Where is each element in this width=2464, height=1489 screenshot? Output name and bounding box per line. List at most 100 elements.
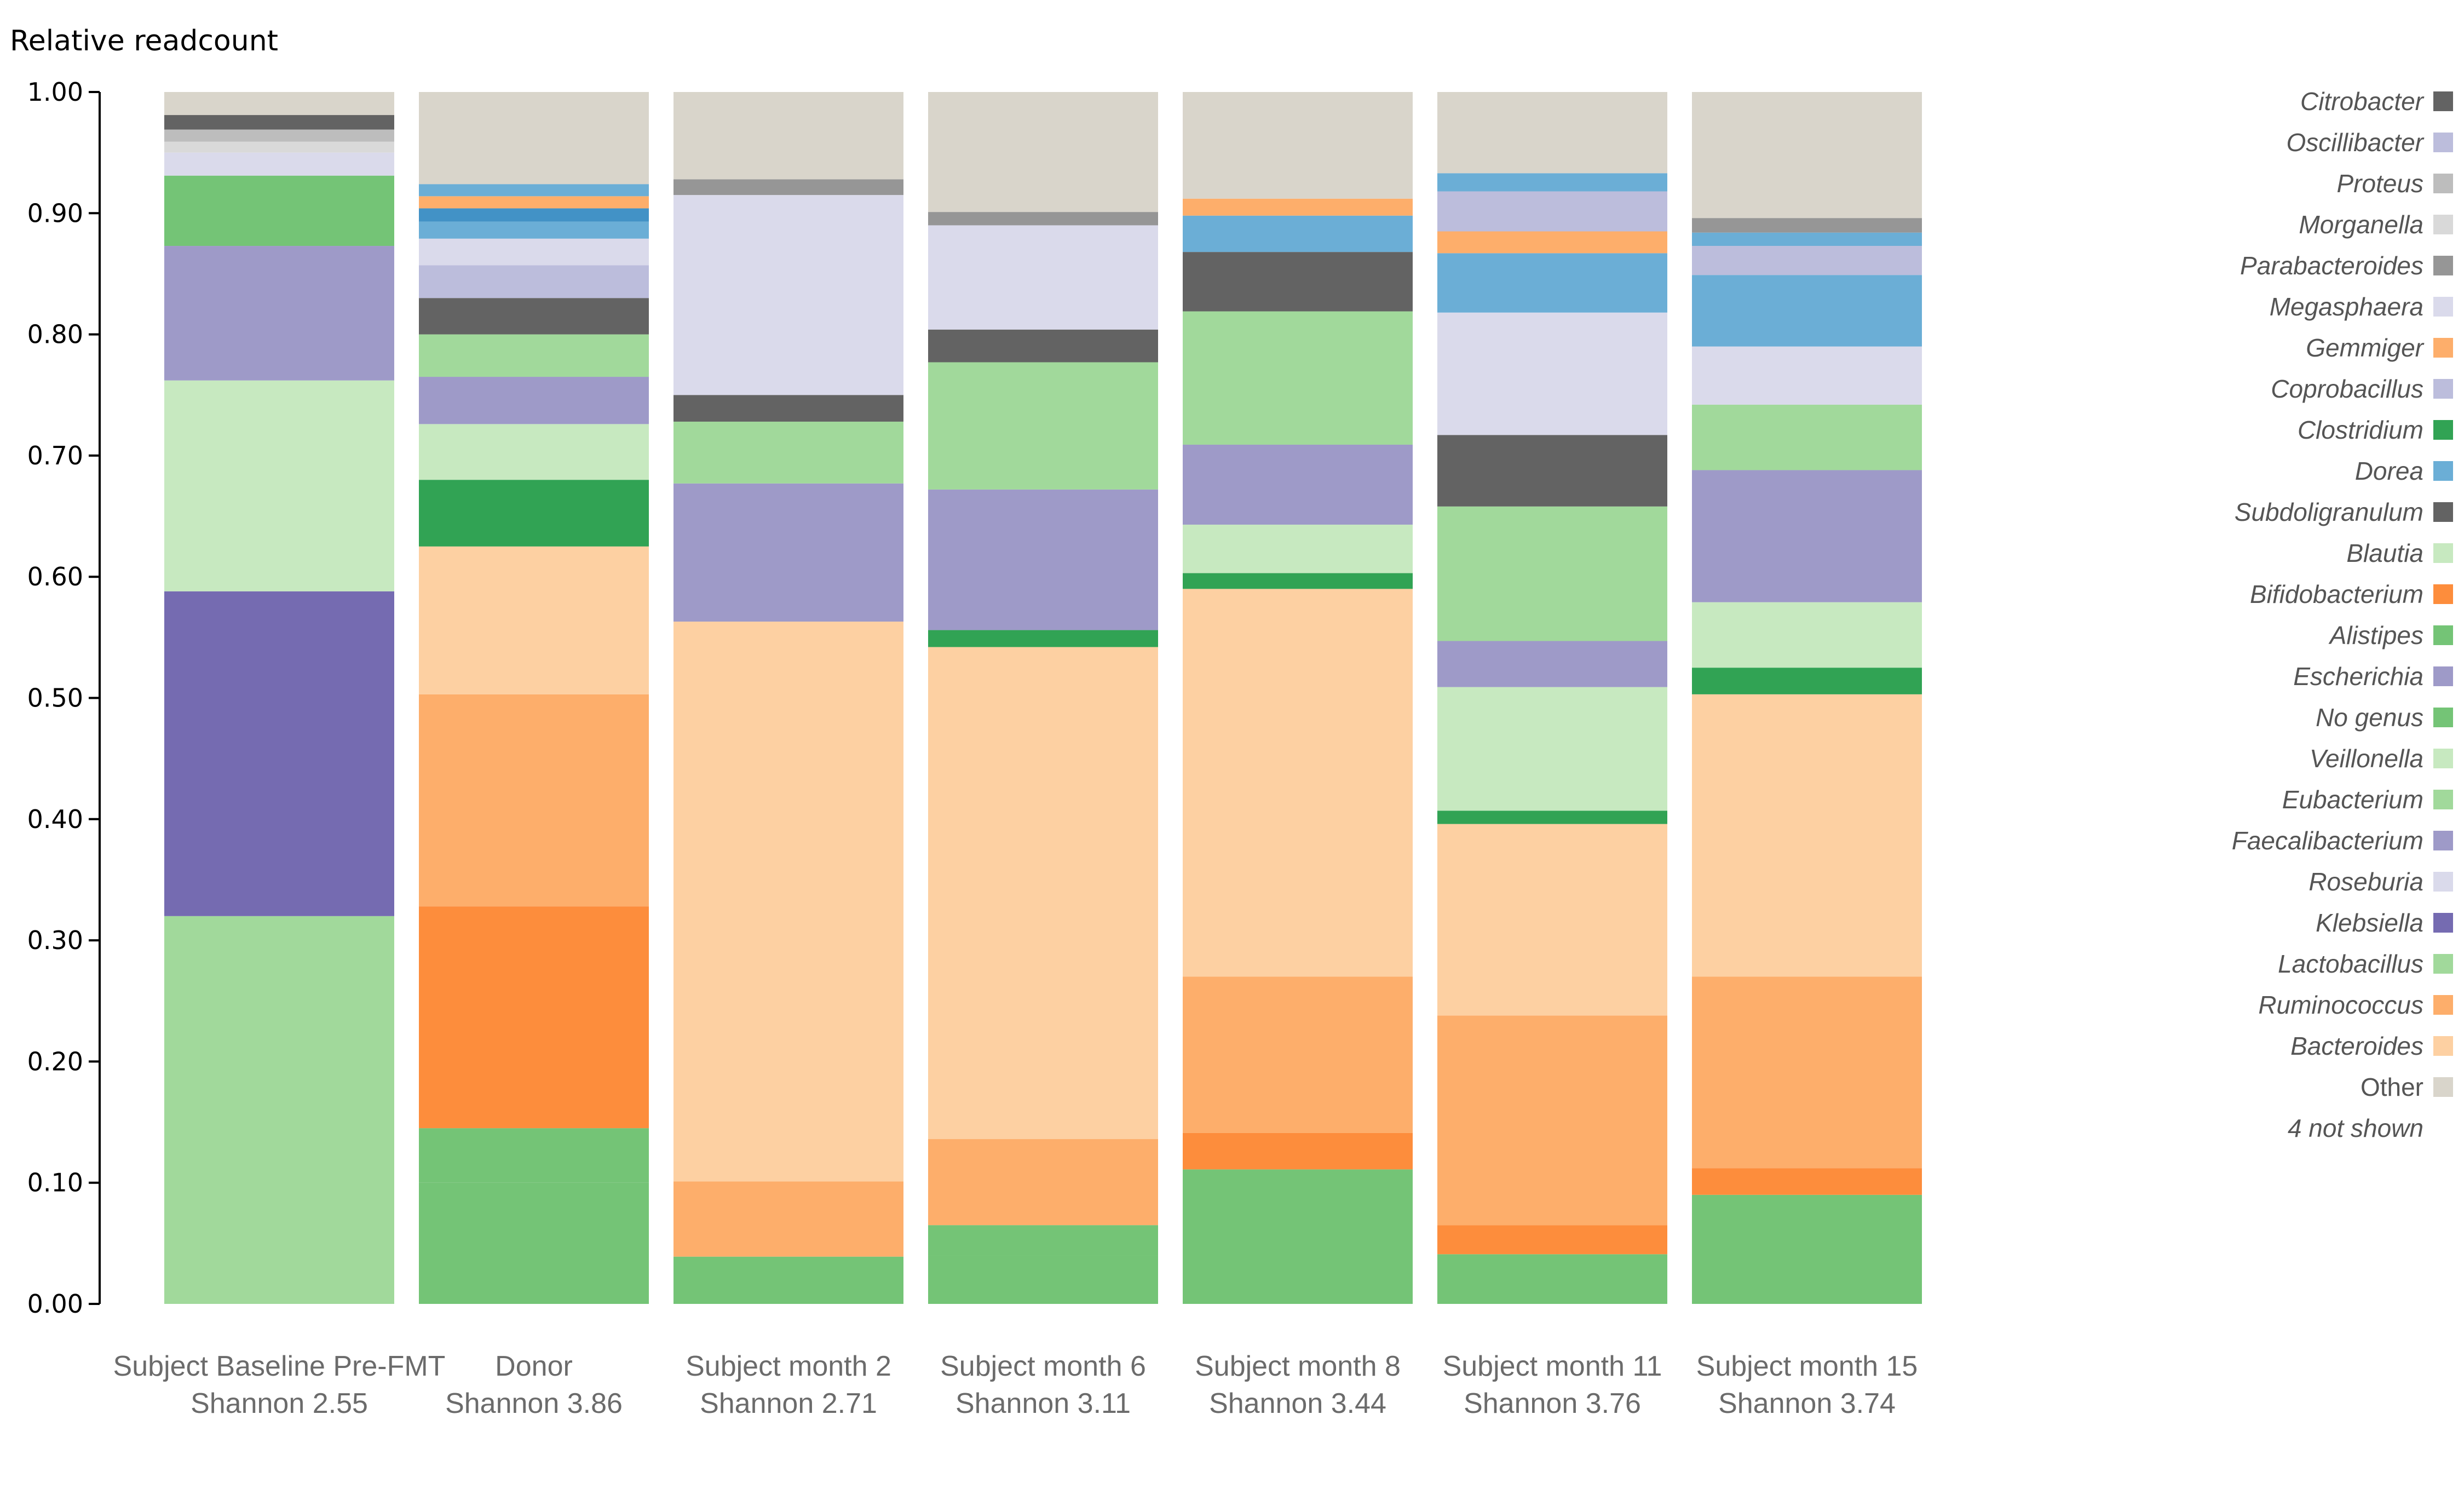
bar-segment [673,1181,903,1257]
legend-swatch [2433,625,2453,645]
bar-segment [1437,687,1667,811]
legend-swatch [2433,174,2453,193]
bar-segment [419,424,649,480]
legend-label: Eubacterium [2282,785,2423,814]
legend-swatch [2433,1077,2453,1097]
y-tick-label: 0.70 [27,441,83,470]
bar-segment [1437,1015,1667,1226]
legend-item: Lactobacillus [2278,950,2453,978]
legend-label: Oscillibacter [2286,128,2424,157]
legend-swatch [2433,790,2453,809]
legend-swatch [2433,379,2453,399]
legend-swatch [2433,872,2453,892]
x-category-label: Subject month 8 [1195,1350,1401,1382]
bar-segment [1183,1132,1413,1170]
legend-swatch [2433,831,2453,850]
legend-swatch [2433,543,2453,563]
legend-item: Bifidobacterium [2250,580,2453,608]
bar-segment [1183,589,1413,977]
y-tick-label: 1.00 [27,77,83,107]
legend-label: Clostridium [2298,416,2423,444]
bar-segment [1183,444,1413,525]
legend-label: Coprobacillus [2271,375,2423,403]
bar-segment [1437,1254,1667,1304]
bar-segment [1183,1169,1413,1304]
bar-segment [928,1139,1158,1226]
legend-swatch [2433,502,2453,522]
bar-segment [419,265,649,298]
legend-item: No genus [2316,703,2453,732]
bar-stack [164,92,394,1304]
legend-item: Parabacteroides [2240,251,2453,280]
bar-segment [928,225,1158,330]
bar-segment [419,546,649,694]
bar-segment [1692,232,1922,246]
bar-segment [673,179,903,196]
legend-swatch [2433,297,2453,317]
bar-segment [928,329,1158,363]
bar-segment [419,906,649,1129]
bar-segment [164,141,394,153]
bar-segment [164,175,394,246]
bar-segment [1183,976,1413,1133]
x-category-label: Subject month 11 [1443,1350,1662,1382]
bar-segment [1692,218,1922,233]
bar-segment [1437,92,1667,174]
legend-swatch [2433,913,2453,933]
bar-segment [164,152,394,176]
bar-segment [1692,92,1922,219]
legend-label: Citrobacter [2300,87,2425,116]
legend-label: Bacteroides [2290,1032,2423,1060]
legend-swatch [2433,91,2453,111]
x-shannon-label: Shannon 2.71 [700,1388,877,1419]
bar-stack [1437,92,1667,1304]
legend-swatch [2433,708,2453,727]
legend-swatch [2433,1036,2453,1056]
bar-segment [1437,312,1667,435]
x-axis-labels: Subject Baseline Pre-FMT Shannon 2.55 Dono… [113,1350,1918,1419]
bar-segment [928,212,1158,226]
y-tick-label: 0.30 [27,925,83,955]
bar-segment [1437,506,1667,641]
bar-segment [1437,191,1667,232]
legend-item: Citrobacter [2300,87,2453,116]
bar-segment [928,92,1158,212]
bar-segment [164,246,394,381]
bar-segment [928,647,1158,1140]
bar-segment [1692,1194,1922,1304]
bar-segment [419,480,649,547]
bar-stack [419,92,649,1304]
legend-label: Proteus [2336,169,2423,198]
x-category-label: Subject Baseline Pre-FMT [113,1350,446,1382]
bar-segment [673,92,903,180]
bar-segment [419,184,649,197]
x-shannon-label: Shannon 3.44 [1209,1388,1386,1419]
legend-item: Subdoligranulum [2235,498,2453,526]
legend-label: Veillonella [2310,744,2423,773]
legend-swatch [2433,461,2453,481]
y-tick-label: 0.10 [27,1168,83,1198]
bar-segment [1183,252,1413,312]
bar-segment [419,377,649,424]
bar-segment [1692,470,1922,602]
legend-swatch [2433,420,2453,440]
legend-label: Roseburia [2308,867,2423,896]
legend-item: Ruminococcus [2258,991,2453,1019]
legend-item: Alistipes [2328,621,2453,649]
bar-segment [164,92,394,116]
bar-segment [673,1256,903,1304]
legend-label: No genus [2316,703,2423,732]
legend-item: Other [2361,1073,2453,1101]
bar-segment [419,238,649,266]
legend-swatch [2433,133,2453,152]
bar-segment [419,221,649,239]
bar-segment [419,196,649,209]
legend-label: Alistipes [2328,621,2423,649]
x-shannon-label: Shannon 3.76 [1464,1388,1641,1419]
bar-segment [1437,253,1667,313]
legend-label: Lactobacillus [2278,950,2423,978]
bar-segment [673,195,903,395]
legend-swatch [2433,338,2453,358]
x-shannon-label: Shannon 2.55 [191,1388,368,1419]
bar-segment [1692,275,1922,347]
